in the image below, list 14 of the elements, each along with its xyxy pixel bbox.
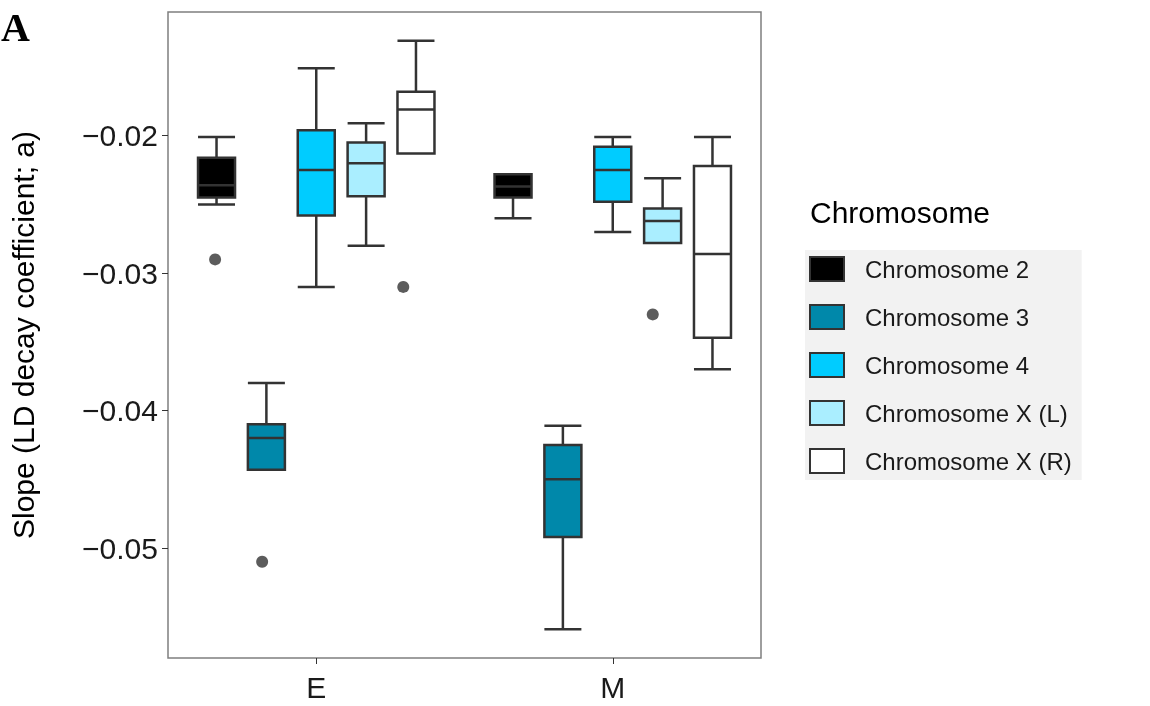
x-tick-label: M — [600, 670, 626, 704]
legend-label: Chromosome 2 — [865, 255, 1030, 283]
y-tick-label: −0.04 — [82, 394, 158, 428]
legend-label: Chromosome 4 — [865, 351, 1030, 379]
legend-label: Chromosome X (L) — [865, 399, 1068, 427]
y-tick-label: −0.03 — [82, 256, 158, 290]
legend-title: Chromosome — [810, 195, 991, 229]
y-tick-label: −0.02 — [82, 119, 158, 153]
x-tick-label: E — [306, 670, 327, 704]
y-tick-label: −0.05 — [82, 531, 158, 565]
text: A — [1, 4, 30, 50]
legend-label: Chromosome X (R) — [865, 447, 1072, 475]
legend-label: Chromosome 3 — [865, 303, 1030, 331]
y-axis-title: Slope (LD decay coefficient; a) — [6, 130, 40, 540]
